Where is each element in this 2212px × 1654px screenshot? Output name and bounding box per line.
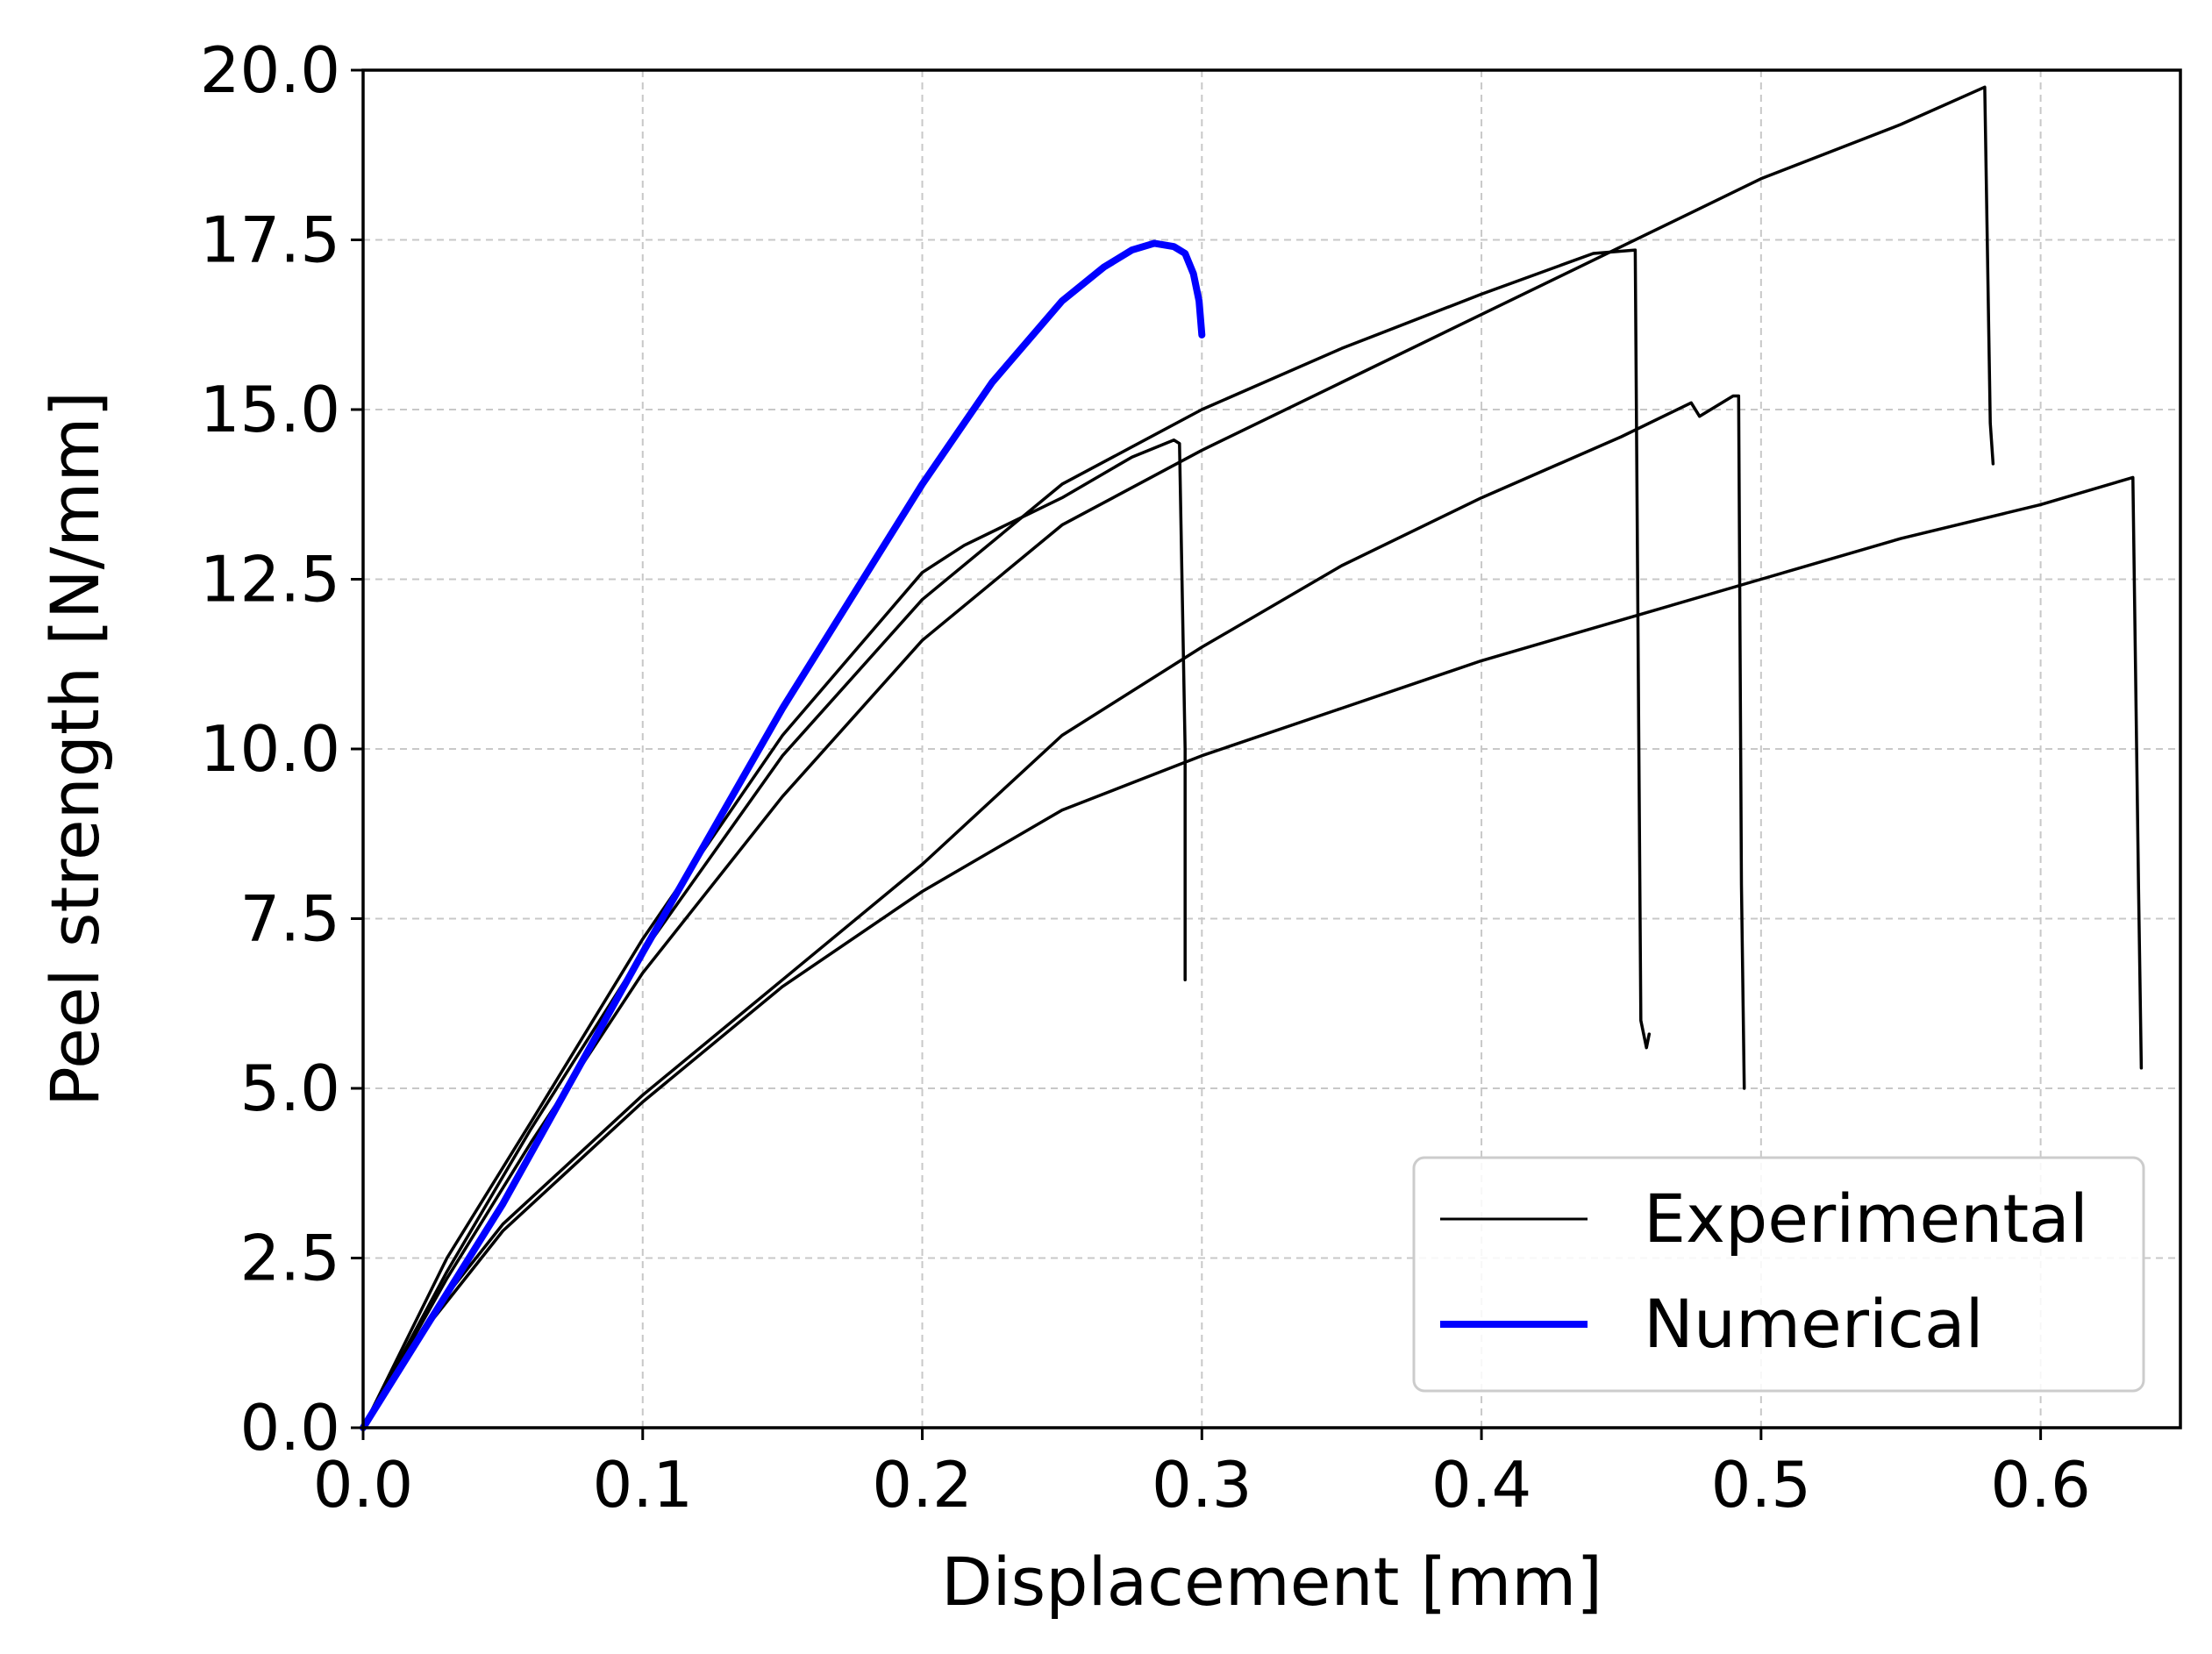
- experimental-curve-3: [361, 85, 1995, 1429]
- data-series: [360, 85, 2144, 1431]
- experimental-curve-2: [361, 248, 1652, 1429]
- experimental-curve-4: [361, 394, 1746, 1429]
- experimental-curve-1: [361, 438, 1187, 1429]
- legend: Experimental Numerical: [1412, 1156, 2145, 1393]
- y-tick-label: 17.5: [200, 203, 340, 277]
- y-tick-label: 7.5: [239, 882, 340, 956]
- y-tick-label: 10.0: [200, 712, 340, 786]
- x-tick-label: 0.6: [1990, 1448, 2091, 1522]
- y-tick-label: 5.0: [239, 1052, 340, 1125]
- legend-box: [1412, 1156, 2145, 1393]
- y-tick-label: 15.0: [200, 373, 340, 446]
- x-axis-label: Displacement [mm]: [941, 1543, 1602, 1621]
- legend-experimental-label: Experimental: [1644, 1180, 2088, 1258]
- axis-ticks: 0.0 0.1 0.2 0.3 0.4 0.5 0.6 0.0 2.5 5.0 7.5 10.0 12.…: [200, 33, 2091, 1522]
- x-tick-label: 0.1: [593, 1448, 694, 1522]
- x-tick-label: 0.3: [1152, 1448, 1252, 1522]
- x-tick-label: 0.4: [1431, 1448, 1532, 1522]
- x-tick-label: 0.0: [313, 1448, 414, 1522]
- y-tick-label: 20.0: [200, 33, 340, 107]
- y-axis-label: Peel strength [N/mm]: [36, 391, 114, 1107]
- x-tick-label: 0.2: [872, 1448, 973, 1522]
- x-tick-label: 0.5: [1711, 1448, 1812, 1522]
- legend-numerical-label: Numerical: [1644, 1285, 1984, 1363]
- numerical-curve: [360, 239, 1206, 1431]
- experimental-curve-5: [361, 475, 2144, 1429]
- y-tick-label: 12.5: [200, 543, 340, 617]
- y-tick-label: 2.5: [239, 1222, 340, 1295]
- y-tick-label: 0.0: [239, 1391, 340, 1465]
